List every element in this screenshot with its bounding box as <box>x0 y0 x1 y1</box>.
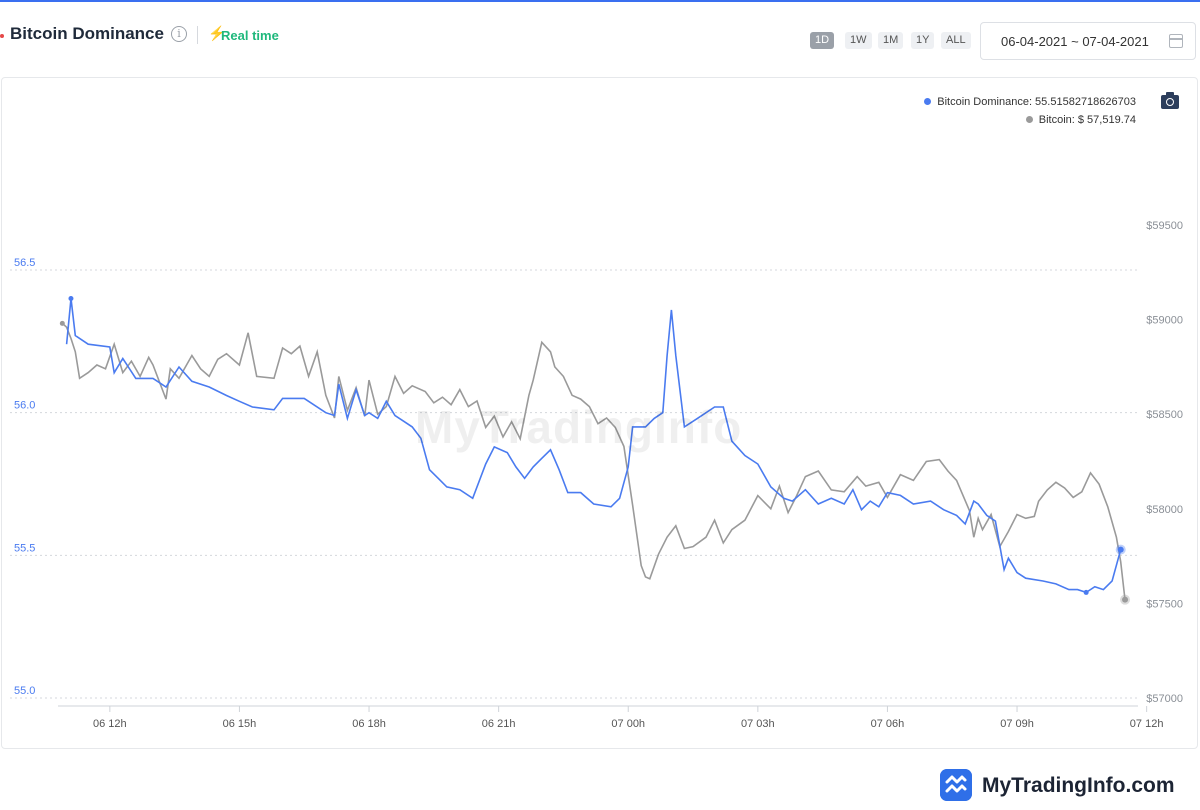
x-tick-label: 07 03h <box>741 718 775 730</box>
x-tick-label: 07 06h <box>871 718 905 730</box>
watermark: MyTradingInfo <box>415 401 743 453</box>
y-left-tick-label: 55.5 <box>14 542 35 554</box>
header-divider <box>197 26 198 44</box>
y-right-tick-label: $57000 <box>1146 693 1183 705</box>
brand-name: MyTradingInfo.com <box>982 774 1175 797</box>
info-icon[interactable]: i <box>171 26 187 42</box>
price-latest-marker <box>1122 596 1129 603</box>
range-button-1y[interactable]: 1Y <box>911 32 935 49</box>
y-right-tick-label: $59000 <box>1146 315 1183 327</box>
x-tick-label: 07 12h <box>1130 718 1164 730</box>
y-left-tick-label: 55.0 <box>14 685 35 697</box>
range-button-1d[interactable]: 1D <box>810 32 835 49</box>
legend-item-dominance: Bitcoin Dominance: 55.51582718626703 <box>924 96 1136 108</box>
y-right-tick-label: $58000 <box>1146 504 1183 516</box>
realtime-label: Real time <box>221 28 279 43</box>
dominance-start-marker <box>68 296 74 302</box>
legend-dot-dominance <box>924 98 932 105</box>
date-range-picker[interactable]: 06-04-2021 ~ 07-04-2021 <box>980 22 1196 60</box>
calendar-icon <box>1169 34 1183 48</box>
legend-dot-price <box>1025 116 1033 123</box>
price-start-marker <box>59 320 65 326</box>
x-tick-label: 06 18h <box>352 718 386 730</box>
range-button-1w[interactable]: 1W <box>845 32 872 49</box>
series-line-price <box>61 322 1126 600</box>
legend-label-price: Bitcoin: $ 57,519.74 <box>1038 114 1136 126</box>
y-right-tick-label: $58500 <box>1146 409 1183 421</box>
y-left-tick-label: 56.5 <box>14 257 35 269</box>
legend-item-price: Bitcoin: $ 57,519.74 <box>1025 114 1136 126</box>
y-right-tick-label: $59500 <box>1146 220 1183 232</box>
range-button-all[interactable]: ALL <box>941 32 971 49</box>
bolt-icon: ⚡ <box>208 25 226 41</box>
dominance-latest-marker <box>1117 546 1124 553</box>
y-left-tick-label: 56.0 <box>14 400 35 412</box>
x-tick-label: 06 21h <box>482 718 516 730</box>
x-tick-label: 06 12h <box>93 718 127 730</box>
page-title: Bitcoin Dominance <box>10 24 164 43</box>
y-right-tick-label: $57500 <box>1146 598 1183 610</box>
x-tick-label: 07 00h <box>611 718 645 730</box>
legend-label-dominance: Bitcoin Dominance: 55.51582718626703 <box>937 96 1136 108</box>
live-dot-icon <box>0 34 4 38</box>
date-range-value: 06-04-2021 ~ 07-04-2021 <box>1001 34 1149 49</box>
header: Bitcoin Dominance i ⚡ Real time 1D 1W 1M… <box>0 14 1200 64</box>
dominance-min-marker <box>1083 589 1089 595</box>
top-accent-rule <box>0 0 1200 2</box>
x-tick-label: 07 09h <box>1000 718 1034 730</box>
range-button-1m[interactable]: 1M <box>878 32 904 49</box>
series-line-dominance <box>65 298 1122 594</box>
brand-logo-icon <box>940 769 972 801</box>
camera-icon[interactable] <box>1161 92 1179 109</box>
x-tick-label: 06 15h <box>223 718 257 730</box>
